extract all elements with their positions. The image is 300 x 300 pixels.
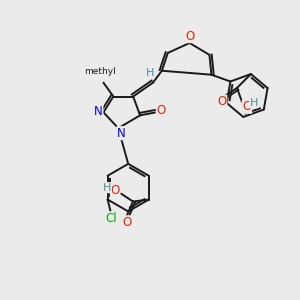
Text: O: O [122,216,132,229]
Text: O: O [110,184,120,197]
Text: O: O [156,104,166,117]
Text: N: N [94,105,103,118]
Text: H: H [146,68,154,78]
Text: H: H [103,183,111,193]
Text: O: O [218,95,227,108]
Text: methyl: methyl [85,67,116,76]
Text: O: O [242,100,251,113]
Text: Cl: Cl [106,212,117,225]
Text: O: O [185,30,194,43]
Text: N: N [117,127,126,140]
Text: H: H [250,98,258,108]
